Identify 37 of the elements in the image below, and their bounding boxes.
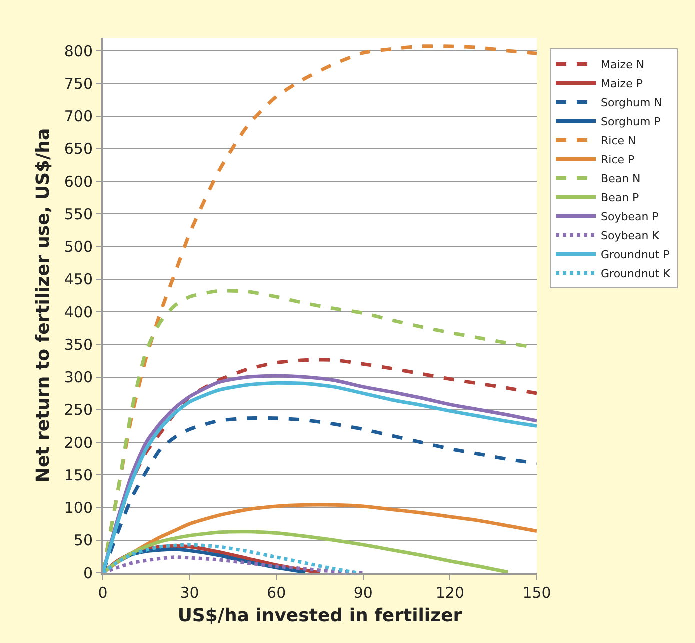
y-tick-label: 450 [64,270,93,289]
x-axis-title: US$/ha invested in fertilizer [178,606,462,627]
y-tick-label: 350 [64,336,93,354]
x-tick-label: 60 [267,584,286,602]
y-tick-label: 250 [64,401,93,420]
y-tick-label: 300 [64,368,93,387]
legend-label: Maize N [601,58,645,72]
y-tick-label: 700 [64,108,93,126]
legend-label: Sorghum P [601,115,662,128]
y-tick-label: 400 [64,303,93,322]
y-tick-label: 500 [64,238,93,256]
y-tick-label: 750 [64,74,93,93]
y-tick-label: 50 [74,532,93,550]
y-tick-label: 800 [64,42,93,60]
legend-label: Bean N [601,172,641,186]
legend-label: Maize P [601,77,644,90]
legend-label: Bean P [601,191,640,204]
y-tick-label: 650 [64,140,93,158]
y-tick-label: 600 [64,172,93,191]
y-tick-label: 100 [64,499,93,518]
y-axis-title: Net return to fertilizer use, US$/ha [33,128,54,483]
legend-label: Rice P [601,153,636,166]
x-tick-label: 30 [180,584,200,602]
y-tick-label: 0 [83,564,93,582]
legend-label: Sorghum N [601,96,662,110]
x-tick-label: 120 [436,584,465,602]
y-tick-label: 550 [64,205,93,224]
legend-label: Groundnut P [601,248,670,262]
x-tick-label: 150 [522,584,552,602]
legend-label: Soybean P [601,210,660,224]
legend-label: Rice N [601,134,636,148]
legend-label: Soybean K [601,229,660,242]
x-tick-label: 90 [354,584,373,602]
x-tick-label: 0 [98,584,108,602]
y-tick-label: 200 [64,434,93,452]
y-tick-label: 150 [64,466,93,484]
legend-label: Groundnut K [601,267,672,280]
